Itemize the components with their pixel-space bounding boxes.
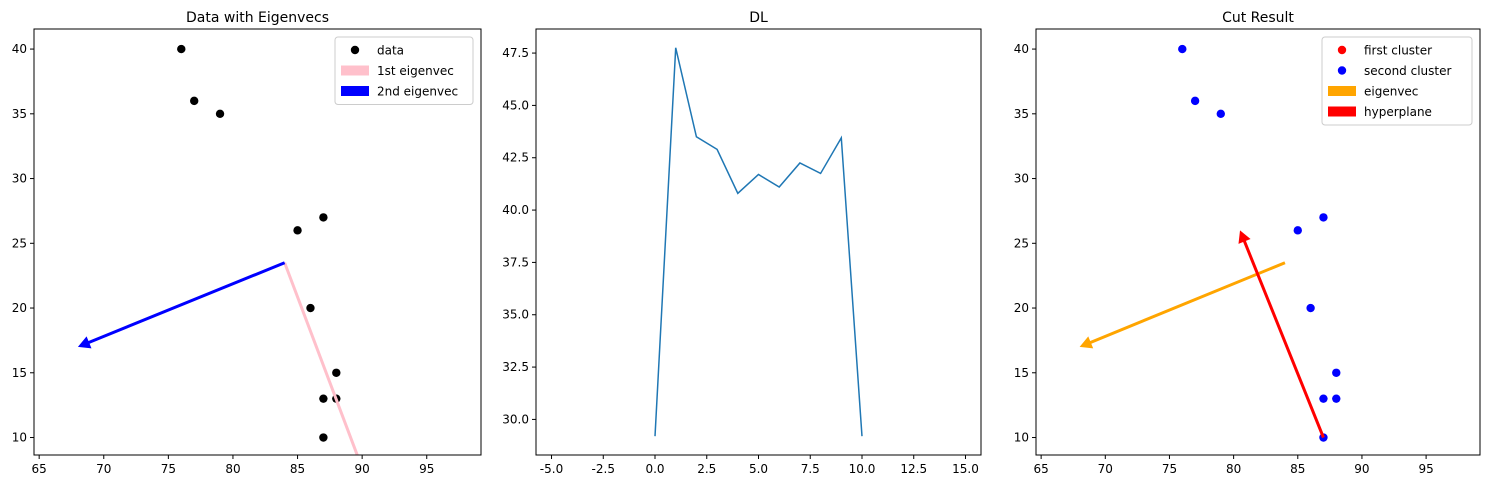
y-tick-label: 40 — [12, 42, 27, 56]
x-tick-label: 80 — [225, 462, 240, 476]
plot-area — [654, 47, 863, 437]
legend-box — [1321, 36, 1473, 126]
y-tick-label: 15 — [12, 366, 27, 380]
x-tick-label: 95 — [1418, 462, 1433, 476]
y-tick-label: 35 — [1014, 107, 1029, 121]
y-tick-label: 20 — [12, 301, 27, 315]
legend-label: second cluster — [1364, 64, 1451, 78]
x-tick-label: 85 — [1290, 462, 1305, 476]
arrow-hyperplane — [1238, 230, 1325, 439]
legend-label: 1st eigenvec — [377, 64, 454, 78]
x-tick-label: -2.5 — [592, 462, 615, 476]
chart-title: Data with Eigenvecs — [186, 10, 329, 26]
legend-marker — [1337, 66, 1347, 75]
legend-label: 2nd eigenvec — [377, 85, 458, 99]
legend-label: data — [377, 44, 404, 58]
x-tick-label: 75 — [1162, 462, 1177, 476]
y-tick-label: 47.5 — [502, 46, 529, 60]
data-point — [189, 96, 199, 106]
series-line — [654, 47, 863, 437]
chart-title: Cut Result — [1222, 10, 1294, 26]
chart-3: Cut Result 65 70 75 80 85 90 95 10 15 20 25 30 35 40 fi… — [1014, 10, 1481, 476]
data-point — [319, 213, 328, 222]
x-tick-label: 70 — [1098, 462, 1113, 476]
x-tick-label: 75 — [161, 462, 176, 476]
x-tick-label: 10.0 — [849, 462, 876, 476]
plot-area — [77, 44, 359, 455]
x-tick-label: 90 — [355, 462, 370, 476]
data-point — [1190, 96, 1200, 106]
data-point — [177, 44, 186, 54]
x-tick-label: 65 — [1033, 462, 1048, 476]
data-point — [1319, 394, 1328, 403]
axes-frame — [1035, 28, 1481, 456]
y-tick-label: 35.0 — [502, 308, 529, 322]
x-tick-label: 5.0 — [749, 462, 768, 476]
y-tick-label: 10 — [1014, 431, 1029, 445]
y-tick-label: 42.5 — [502, 151, 529, 165]
legend-label: eigenvec — [1364, 85, 1418, 99]
y-tick-label: 40.0 — [502, 203, 529, 217]
x-tick-label: 95 — [419, 462, 434, 476]
axes-frame — [535, 28, 982, 456]
data-point — [1178, 44, 1187, 54]
axes-frame — [33, 28, 482, 456]
x-tick-label: 70 — [96, 462, 111, 476]
legend: data 1st eigenvec 2nd eigenvec — [334, 36, 474, 105]
legend-box — [334, 36, 474, 105]
x-tick-label: 0.0 — [645, 462, 664, 476]
legend-marker — [1337, 45, 1347, 55]
data-point — [306, 303, 315, 313]
data-point — [1332, 368, 1341, 377]
x-tick-label: 85 — [290, 462, 305, 476]
legend-patch — [1328, 86, 1356, 96]
data-point — [215, 109, 225, 119]
x-tick-label: 12.5 — [900, 462, 927, 476]
x-tick-label: 80 — [1226, 462, 1241, 476]
y-tick-label: 25 — [12, 236, 27, 250]
legend: first cluster second cluster eigenvec hyper… — [1321, 36, 1473, 126]
x-tick-label: 2.5 — [697, 462, 716, 476]
legend-label: first cluster — [1364, 44, 1432, 58]
plot-area — [1079, 44, 1341, 442]
legend-patch — [341, 86, 369, 96]
y-tick-label: 20 — [1014, 301, 1029, 315]
legend-patch — [341, 65, 369, 76]
x-tick-label: 90 — [1354, 462, 1369, 476]
y-tick-label: 15 — [1014, 366, 1029, 380]
legend-marker — [350, 45, 360, 55]
x-tick-label: 7.5 — [801, 462, 820, 476]
y-tick-label: 30 — [1014, 172, 1029, 186]
data-point — [293, 226, 302, 235]
y-tick-label: 25 — [1014, 236, 1029, 250]
x-tick-label: 65 — [32, 462, 47, 476]
data-point — [1332, 394, 1341, 403]
y-tick-label: 32.5 — [502, 360, 529, 374]
y-tick-label: 10 — [12, 431, 27, 445]
arrow-eigenvec — [1079, 261, 1286, 349]
data-point — [1319, 213, 1328, 222]
y-tick-label: 30 — [12, 172, 27, 186]
data-point — [319, 433, 328, 442]
data-point — [1293, 226, 1302, 235]
arrow-2nd-eigenvec — [77, 261, 286, 349]
data-point — [1306, 303, 1315, 313]
chart-title: DL — [749, 10, 768, 26]
y-tick-label: 45.0 — [502, 98, 529, 112]
x-tick-label: -5.0 — [540, 462, 563, 476]
arrow-1st-eigenvec — [283, 262, 359, 455]
y-tick-label: 37.5 — [502, 255, 529, 269]
data-point — [319, 394, 328, 403]
data-point — [332, 368, 341, 377]
x-tick-label: 15.0 — [952, 462, 979, 476]
data-point — [1216, 109, 1225, 119]
y-tick-label: 40 — [1014, 42, 1029, 56]
legend-label: hyperplane — [1364, 105, 1432, 119]
chart-2: DL -5.0 -2.5 0.0 2.5 5.0 7.5 10.0 12.5 15.0 30.0 32… — [502, 10, 982, 476]
y-tick-label: 35 — [12, 107, 27, 121]
chart-1: Data with Eigenvecs 65 70 75 80 85 90 95 10 15 20 2… — [12, 10, 482, 476]
y-tick-label: 30.0 — [502, 412, 529, 426]
legend-patch — [1328, 106, 1356, 117]
